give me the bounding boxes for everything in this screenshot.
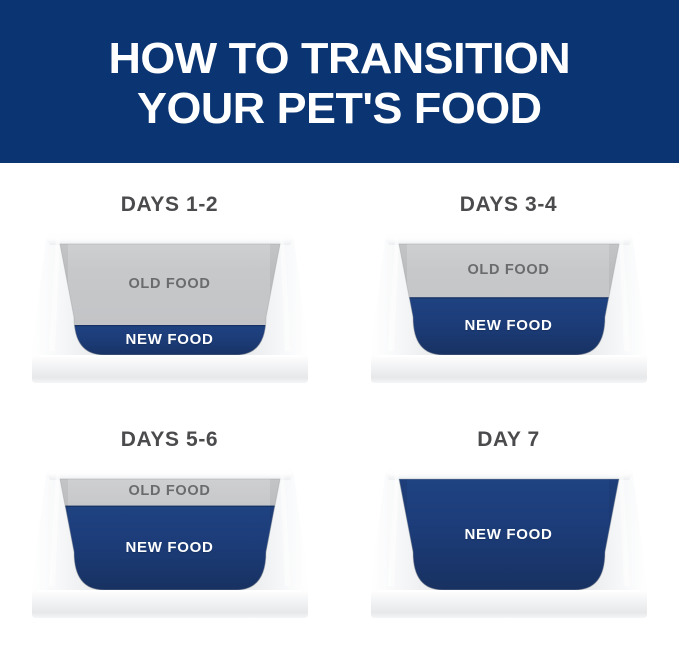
transition-steps-grid: DAYS 1-2 <box>0 163 679 634</box>
page-header: HOW TO TRANSITION YOUR PET'S FOOD <box>0 0 679 163</box>
pet-bowl-graphic: OLD FOOD NEW FOOD <box>29 231 311 387</box>
transition-step-days-5-6: DAYS 5-6 <box>0 410 339 645</box>
page-title-line-1: HOW TO TRANSITION <box>108 33 571 83</box>
step-label: DAY 7 <box>477 428 540 451</box>
pet-bowl-graphic: NEW FOOD <box>368 466 650 622</box>
step-label: DAYS 3-4 <box>459 193 558 216</box>
transition-step-days-1-2: DAYS 1-2 <box>0 175 339 410</box>
transition-step-days-3-4: DAYS 3-4 <box>339 175 678 410</box>
step-label: DAYS 5-6 <box>120 428 219 451</box>
page-title-line-2: YOUR PET'S FOOD <box>137 83 542 133</box>
transition-step-day-7: DAY 7 <box>339 410 678 645</box>
pet-bowl-graphic: OLD FOOD NEW FOOD <box>29 466 311 622</box>
step-label: DAYS 1-2 <box>120 193 219 216</box>
pet-bowl-graphic: OLD FOOD NEW FOOD <box>368 231 650 387</box>
